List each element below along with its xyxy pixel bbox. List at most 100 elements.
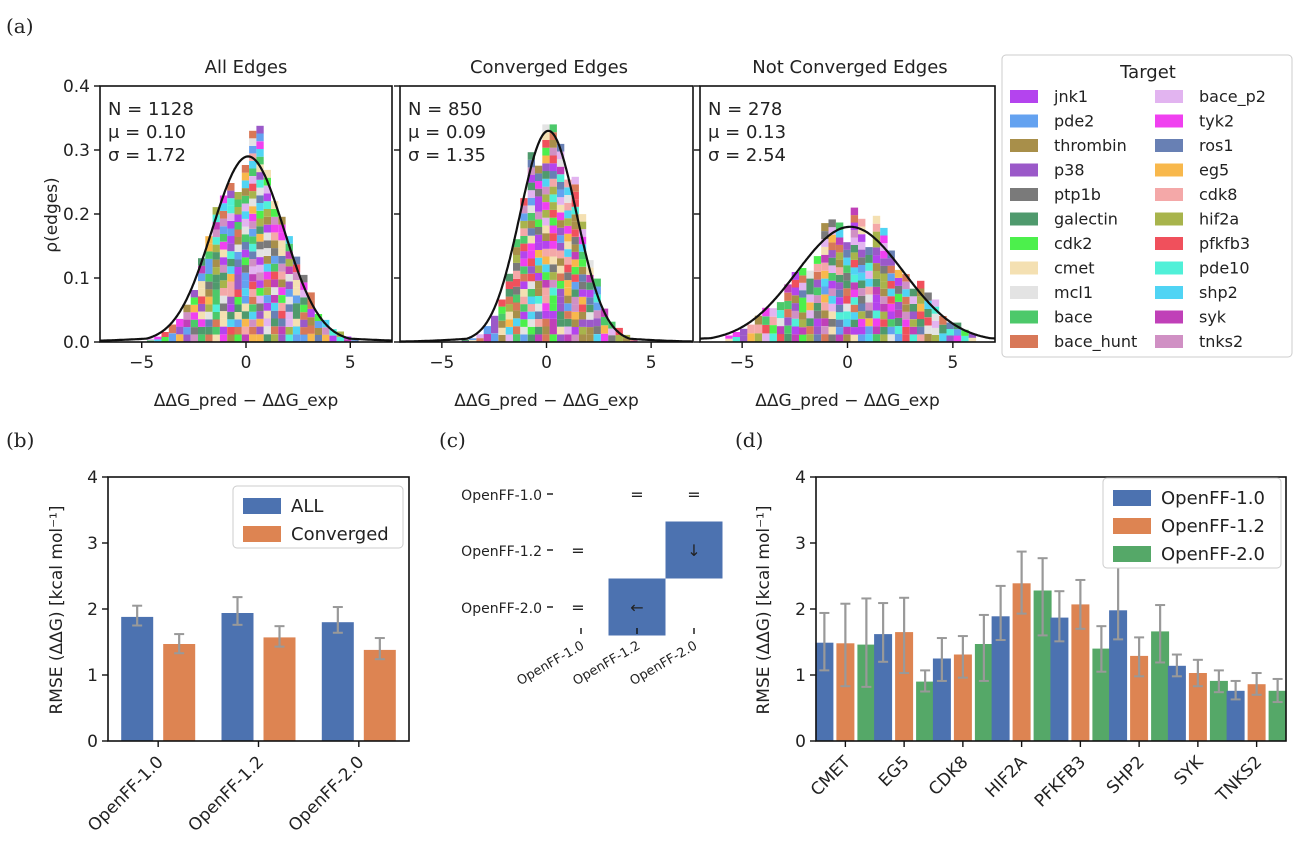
hist-bar-segment (564, 287, 572, 296)
hist-bar-segment (828, 303, 836, 312)
hist-bar-segment (946, 329, 954, 336)
hist-bar-segment (917, 326, 925, 335)
target-legend: Target jnk1 pde2 thrombin p38 ptp1b galectin c… (1001, 54, 1293, 358)
hist-bar-segment (300, 297, 308, 305)
hist-bar-segment (227, 296, 235, 305)
bar (1268, 690, 1287, 741)
hist-bar-segment (813, 287, 822, 296)
hist-bar-segment (600, 325, 609, 334)
hist-bar-segment (256, 326, 264, 335)
hist-bar-segment (234, 229, 242, 237)
hist-bar-segment (249, 161, 257, 169)
hist-bar-segment (917, 303, 925, 312)
hist-bar-segment (799, 282, 807, 291)
legend-swatch (1155, 212, 1183, 226)
hist-bar-segment (263, 232, 271, 241)
hist-bar-segment (527, 311, 535, 320)
hist-bar-segment (880, 319, 888, 327)
stat-text: N = 1128 (108, 99, 194, 120)
hist-bar-segment (542, 139, 550, 148)
legend-label: eg5 (1199, 161, 1229, 180)
y-tick-label: 3 (87, 534, 98, 554)
hist-bar-segment (858, 241, 866, 250)
legend-label: shp2 (1199, 283, 1238, 302)
hist-bar-segment (278, 271, 286, 280)
hist-bar-segment (542, 202, 550, 210)
bar (163, 644, 196, 741)
legend-swatch (1155, 310, 1183, 324)
matrix-row-label: OpenFF-2.0 (461, 601, 542, 617)
hist-bar-segment (205, 243, 213, 252)
hist-bar-segment (549, 186, 557, 195)
hist-bar-segment (821, 310, 829, 319)
hist-bar-segment (300, 327, 308, 335)
legend-item: cmet (1010, 259, 1095, 278)
legend-item: pde2 (1010, 112, 1094, 131)
hist-bar-segment (285, 326, 293, 335)
hist-bar-segment (205, 266, 213, 274)
x-tick-label: CMET (807, 752, 855, 800)
matrix-symbol: = (687, 485, 700, 504)
legend-item: cdk8 (1155, 185, 1237, 204)
hist-bar-segment (263, 271, 271, 280)
hist-bar-segment (578, 221, 587, 230)
hist-bar-segment (564, 233, 572, 242)
hist-bar-segment (806, 326, 814, 334)
hist-bar-segment (292, 303, 301, 311)
hist-bar-segment (806, 318, 814, 327)
hist-bar-segment (241, 311, 250, 319)
hist-bar-segment (578, 259, 587, 267)
hist-bar-segment (198, 273, 206, 282)
hist-bar-segment (520, 198, 528, 206)
hist-bar-segment (806, 302, 814, 311)
hist-bar-segment (219, 295, 228, 304)
hist-bar-segment (535, 273, 543, 281)
hist-bar-segment (806, 286, 814, 295)
hist-bar-segment (880, 296, 888, 304)
hist-bar-segment (483, 334, 491, 342)
hist-bar-segment (557, 265, 565, 274)
hist-bar-segment (931, 327, 940, 335)
hist-bar-segment (835, 319, 844, 328)
hist-bar-segment (219, 195, 228, 204)
hist-bar-segment (586, 312, 594, 320)
stat-text: μ = 0.09 (408, 122, 486, 143)
hist-bar-segment (813, 334, 822, 342)
hist-bar-segment (564, 241, 572, 250)
hist-bar-segment (791, 272, 800, 280)
x-axis-label: ΔΔG_pred − ΔΔG_exp (755, 391, 940, 411)
hist-bar-segment (498, 313, 506, 321)
hist-bar-segment (292, 272, 301, 280)
hist-bar-segment (520, 326, 528, 335)
hist-bar-segment (300, 274, 308, 283)
hist-bar-segment (571, 319, 579, 327)
hist-bar-segment (850, 319, 859, 328)
hist-bar-segment (571, 259, 579, 267)
hist-bar-segment (776, 310, 785, 319)
hist-bar-segment (271, 295, 279, 303)
hist-bar-segment (535, 326, 543, 335)
hist-bar-segment (183, 304, 191, 313)
hist-bar-segment (520, 296, 528, 305)
hist-bar-segment (909, 319, 918, 327)
hist-bar-segment (505, 273, 513, 282)
hist-bar-segment (271, 224, 279, 233)
hist-bar-segment (249, 130, 257, 139)
hist-bar-segment (571, 229, 579, 237)
hist-bar-segment (205, 334, 213, 342)
a-title-all: All Edges (205, 57, 288, 78)
hist-bar-segment (527, 235, 535, 244)
hist-bar-segment (227, 243, 235, 252)
hist-bar-segment (227, 334, 235, 342)
hist-bar-segment (249, 191, 257, 199)
hist-bar-segment (542, 264, 550, 273)
hist-bar-segment (850, 207, 859, 216)
hist-bar-segment (292, 279, 301, 288)
hist-bar-segment (212, 222, 220, 230)
hist-bar-segment (219, 311, 228, 319)
hist-bar-segment (557, 258, 565, 266)
b-ylabel: RMSE (ΔΔG) [kcal mol⁻¹] (47, 506, 67, 715)
hist-bar-segment (271, 263, 279, 272)
hist-bar-segment (307, 325, 315, 334)
